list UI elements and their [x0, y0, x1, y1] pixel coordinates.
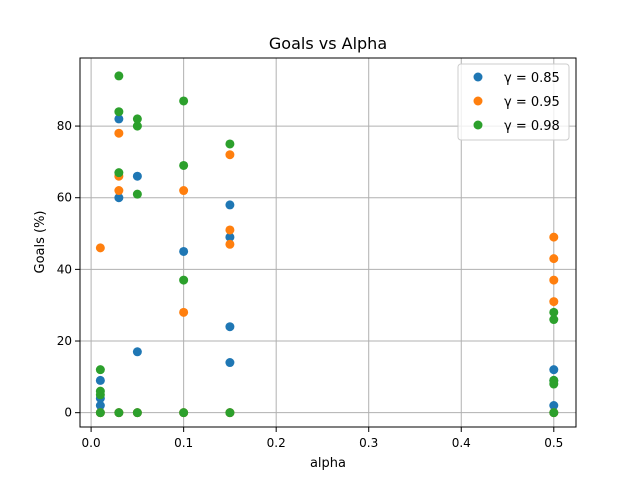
scatter-point-series-1	[225, 200, 235, 210]
scatter-point-series-3	[95, 386, 105, 396]
legend: γ = 0.85 γ = 0.95 γ = 0.98	[457, 63, 570, 141]
scatter-point-series-3	[179, 275, 189, 285]
scatter-point-series-2	[95, 243, 105, 253]
scatter-point-series-2	[179, 186, 189, 196]
scatter-point-series-3	[179, 160, 189, 170]
x-tick-label: 0.2	[267, 436, 286, 450]
scatter-point-series-1	[225, 358, 235, 368]
scatter-point-series-2	[549, 254, 559, 264]
scatter-point-series-3	[549, 315, 559, 325]
scatter-point-series-2	[114, 186, 124, 196]
x-tick-label: 0.4	[452, 436, 471, 450]
scatter-point-series-3	[95, 365, 105, 375]
scatter-point-series-3	[132, 114, 142, 124]
scatter-point-series-1	[132, 171, 142, 181]
scatter-point-series-3	[132, 189, 142, 199]
scatter-point-series-1	[225, 322, 235, 332]
scatter-point-series-3	[132, 121, 142, 131]
scatter-point-series-1	[114, 114, 124, 124]
y-tick-label: 20	[57, 334, 72, 348]
x-tick-label: 0.3	[359, 436, 378, 450]
scatter-point-series-1	[549, 365, 559, 375]
legend-label: γ = 0.85	[504, 71, 560, 86]
scatter-point-series-1	[549, 401, 559, 411]
scatter-point-series-3	[179, 96, 189, 106]
scatter-point-series-2	[225, 150, 235, 160]
x-tick-label: 0.1	[174, 436, 193, 450]
legend-marker	[473, 120, 483, 130]
scatter-point-series-3	[549, 408, 559, 418]
scatter-point-series-2	[225, 225, 235, 235]
scatter-point-series-3	[114, 71, 124, 81]
scatter-point-series-3	[114, 408, 124, 418]
y-tick-label: 80	[57, 119, 72, 133]
data-points	[95, 71, 559, 418]
scatter-point-series-3	[225, 408, 235, 418]
scatter-point-series-2	[549, 232, 559, 242]
x-axis-ticks: 0.0 0.1 0.2 0.3 0.4 0.5	[82, 427, 563, 450]
scatter-point-series-3	[549, 307, 559, 317]
scatter-point-series-1	[179, 246, 189, 256]
y-tick-label: 60	[57, 191, 72, 205]
scatter-point-series-1	[95, 401, 105, 411]
legend-marker	[473, 96, 483, 106]
scatter-point-series-2	[114, 128, 124, 138]
y-tick-label: 40	[57, 262, 72, 276]
y-axis-ticks: 0 20 40 60 80	[57, 119, 80, 420]
scatter-point-series-1	[132, 347, 142, 357]
scatter-point-series-3	[225, 139, 235, 149]
scatter-point-series-1	[95, 375, 105, 385]
scatter-point-series-1	[225, 232, 235, 242]
y-axis-label: Goals (%)	[33, 210, 48, 273]
scatter-point-series-1	[114, 193, 124, 203]
scatter-point-series-3	[132, 408, 142, 418]
chart-title: Goals vs Alpha	[269, 34, 387, 53]
legend-box	[457, 63, 570, 141]
legend-marker	[473, 72, 483, 82]
x-tick-label: 0.0	[82, 436, 101, 450]
y-tick-label: 0	[64, 406, 72, 420]
scatter-point-series-2	[549, 275, 559, 285]
x-tick-label: 0.5	[544, 436, 563, 450]
plot-frame	[79, 57, 577, 428]
scatter-point-series-2	[225, 239, 235, 249]
legend-label: γ = 0.95	[504, 95, 560, 110]
x-axis-label: alpha	[310, 456, 346, 471]
scatter-point-series-3	[549, 375, 559, 385]
scatter-point-series-3	[114, 107, 124, 117]
scatter-point-series-2	[179, 307, 189, 317]
scatter-point-series-3	[95, 408, 105, 418]
scatter-point-series-3	[114, 168, 124, 178]
scatter-point-series-3	[179, 408, 189, 418]
legend-label: γ = 0.98	[504, 119, 560, 134]
scatter-point-series-2	[549, 297, 559, 307]
